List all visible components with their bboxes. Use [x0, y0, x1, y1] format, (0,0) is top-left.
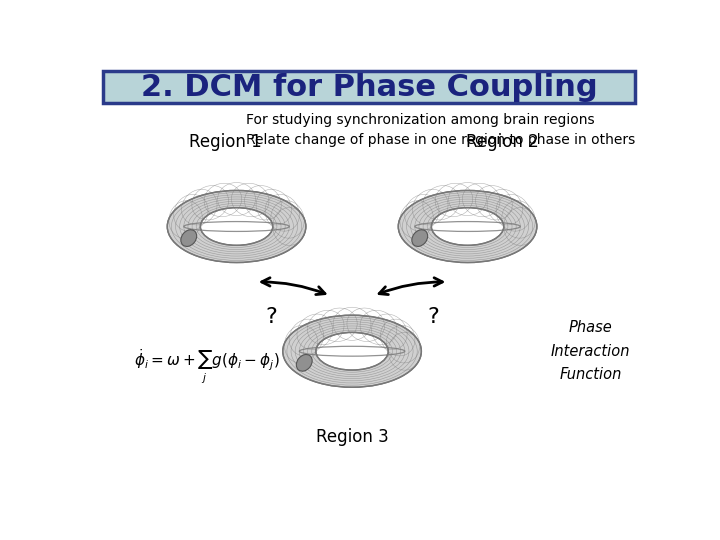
Ellipse shape — [412, 230, 428, 246]
Ellipse shape — [200, 208, 273, 245]
Text: Phase
Interaction
Function: Phase Interaction Function — [551, 320, 631, 382]
Ellipse shape — [297, 354, 312, 371]
Ellipse shape — [316, 333, 388, 370]
Ellipse shape — [167, 191, 306, 262]
Text: For studying synchronization among brain regions
Relate change of phase in one r: For studying synchronization among brain… — [246, 112, 635, 147]
FancyBboxPatch shape — [104, 71, 634, 103]
Ellipse shape — [181, 230, 197, 246]
Text: Region 1: Region 1 — [189, 133, 261, 151]
Ellipse shape — [431, 208, 504, 245]
Text: ?: ? — [266, 307, 277, 327]
Ellipse shape — [398, 191, 537, 262]
Ellipse shape — [283, 315, 421, 387]
Text: ?: ? — [427, 307, 438, 327]
Text: Region 2: Region 2 — [466, 133, 539, 151]
Text: $\dot{\phi}_i = \omega + \sum_j g(\phi_i - \phi_j)$: $\dot{\phi}_i = \omega + \sum_j g(\phi_i… — [134, 348, 280, 386]
Text: Region 3: Region 3 — [315, 428, 388, 446]
Text: 2. DCM for Phase Coupling: 2. DCM for Phase Coupling — [140, 72, 598, 102]
